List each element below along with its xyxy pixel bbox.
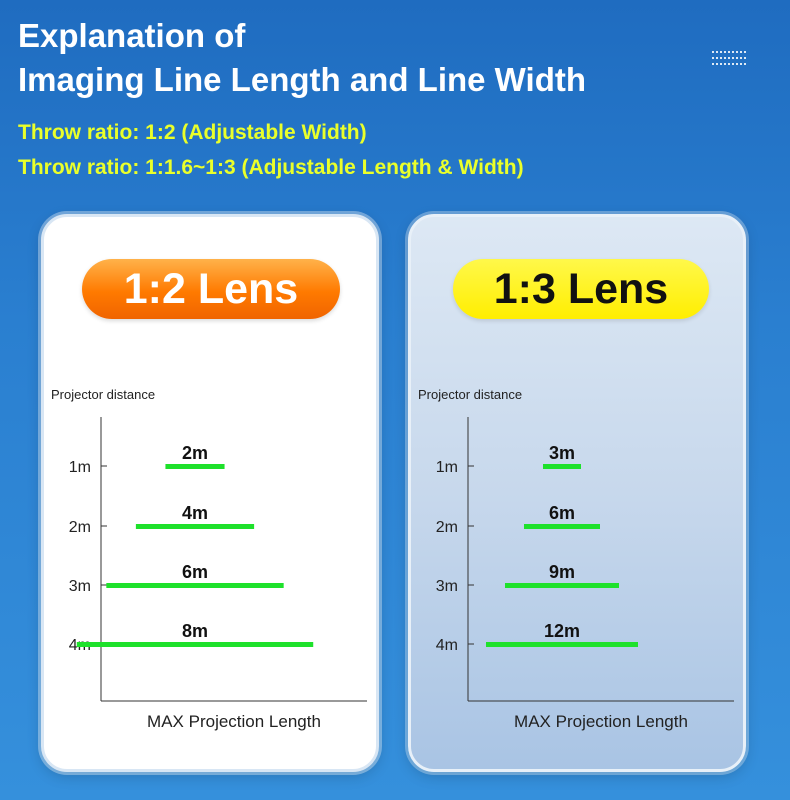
y-tick-label: 1m — [436, 459, 458, 476]
bar-line-8m — [76, 642, 314, 647]
y-axis-label: Projector distance — [51, 387, 155, 402]
title-line-1: Explanation of — [18, 17, 246, 54]
data-label: 2m — [182, 443, 208, 463]
bar-line-6m — [524, 524, 600, 529]
page-title: Explanation of Imaging Line Length and L… — [18, 14, 586, 102]
lens-chart-1-3: Projector distance MAX Projection Length 1… — [418, 387, 734, 731]
y-tick-label: 2m — [69, 519, 91, 536]
data-label: 6m — [182, 562, 208, 582]
data-label: 6m — [549, 503, 575, 523]
y-tick-label: 4m — [436, 637, 458, 654]
y-tick-label: 3m — [69, 578, 91, 595]
title-line-2: Imaging Line Length and Line Width — [18, 61, 586, 98]
lens-title-pill: 1:3 Lens — [453, 259, 709, 319]
y-tick-label: 3m — [436, 578, 458, 595]
lens-card-1-2: 1:2 Lens Projector distance MAX Projectio… — [41, 214, 379, 772]
y-axis-label: Projector distance — [418, 387, 522, 402]
bar-line-9m — [505, 583, 619, 588]
bar-line-2m — [165, 464, 225, 469]
y-tick-label: 1m — [69, 459, 91, 476]
lens-chart-1-2: Projector distance MAX Projection Length 1… — [51, 387, 367, 731]
lens-title-pill: 1:2 Lens — [82, 259, 340, 319]
bar-line-12m — [486, 642, 638, 647]
grid-dots-icon — [712, 51, 746, 65]
data-label: 9m — [549, 562, 575, 582]
data-label: 8m — [182, 621, 208, 641]
throw-ratio-line-1: Throw ratio: 1:2 (Adjustable Width) — [18, 121, 367, 144]
x-axis-label: MAX Projection Length — [147, 712, 321, 731]
y-tick-label: 2m — [436, 519, 458, 536]
data-label: 4m — [182, 503, 208, 523]
bar-line-6m — [106, 583, 284, 588]
throw-ratio-line-2: Throw ratio: 1:1.6~1:3 (Adjustable Lengt… — [18, 156, 524, 179]
x-axis-label: MAX Projection Length — [514, 712, 688, 731]
bar-line-3m — [543, 464, 581, 469]
data-label: 3m — [549, 443, 575, 463]
data-label: 12m — [544, 621, 580, 641]
bar-line-4m — [135, 524, 255, 529]
lens-card-1-3: 1:3 Lens Projector distance MAX Projectio… — [408, 214, 746, 772]
